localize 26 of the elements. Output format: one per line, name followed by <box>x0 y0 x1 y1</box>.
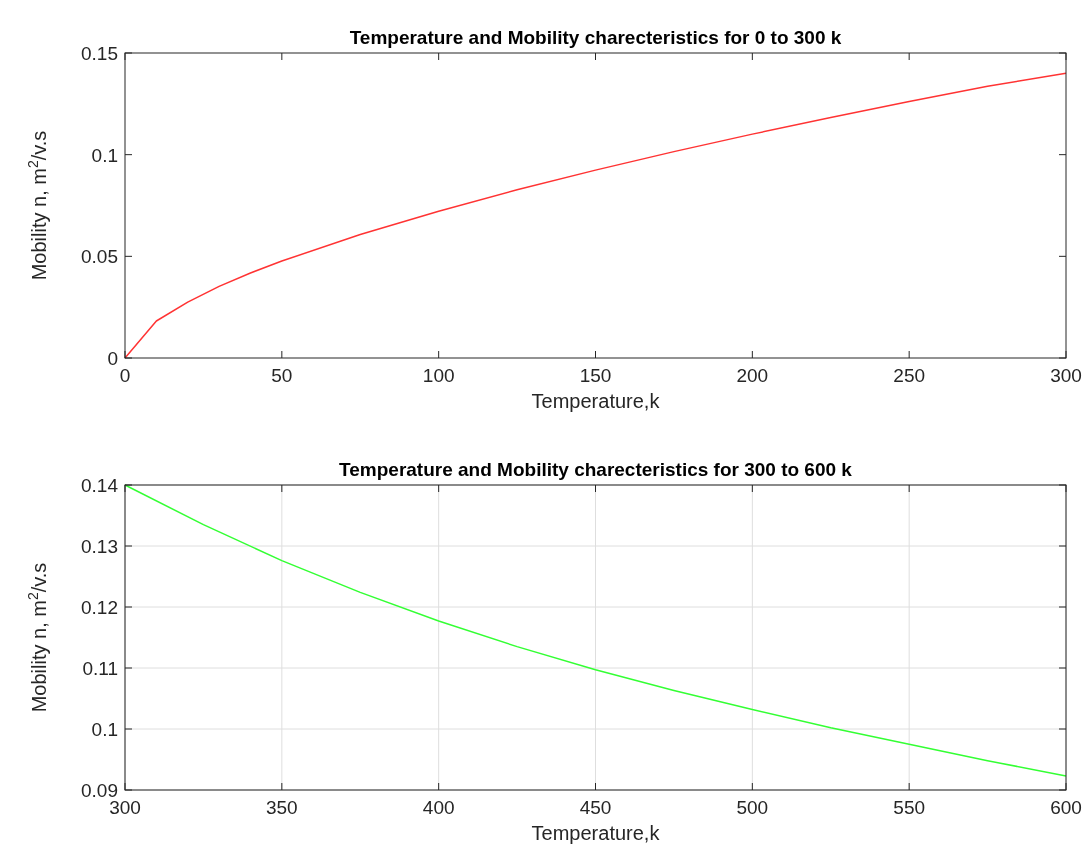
y-tick-label: 0.05 <box>81 246 118 268</box>
y-tick-label: 0.13 <box>81 536 118 557</box>
x-tick-label: 200 <box>736 365 769 386</box>
x-tick-label: 450 <box>579 797 612 818</box>
x-tick-label: 150 <box>579 365 612 386</box>
x-tick-label: 550 <box>893 797 926 818</box>
y-tick-label: 0 <box>107 348 118 369</box>
x-tick-label: 500 <box>736 797 769 818</box>
y-tick-label: 0.11 <box>82 658 118 679</box>
y-tick-label: 0.1 <box>91 719 118 740</box>
x-tick-label: 300 <box>1050 365 1082 386</box>
x-tick-label: 350 <box>265 797 298 818</box>
x-tick-label: 600 <box>1050 797 1082 818</box>
y-tick-label: 0.12 <box>81 597 118 618</box>
x-tick-label: 50 <box>271 365 293 386</box>
y-tick-label: 0.14 <box>81 475 119 496</box>
chart-title: Temperature and Mobility charecteristics for 300 to 600 k <box>339 459 853 480</box>
y-tick-label: 0.15 <box>81 43 118 64</box>
y-tick-label: 0.1 <box>91 144 118 166</box>
line-series <box>124 72 1067 359</box>
x-axis-title: Temperature,k <box>531 822 661 844</box>
x-tick-label: 250 <box>893 365 926 386</box>
chart-title: Temperature and Mobility charecteristics for 0 to 300 k <box>349 27 842 48</box>
x-tick-label: 100 <box>422 365 455 386</box>
x-axis-title: Temperature,k <box>531 390 661 412</box>
x-tick-label: 400 <box>422 797 455 818</box>
